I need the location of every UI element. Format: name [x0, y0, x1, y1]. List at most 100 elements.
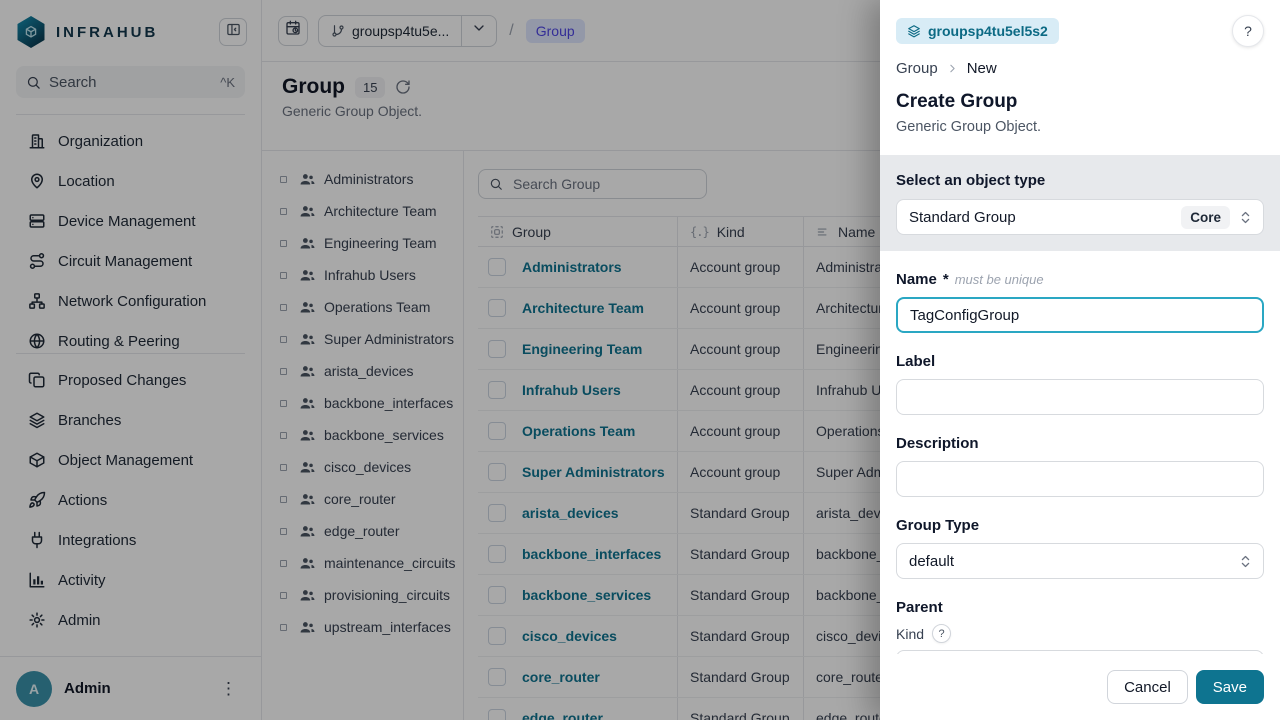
row-checkbox[interactable]: [488, 258, 506, 276]
group-tree-item[interactable]: Administrators: [280, 163, 457, 195]
search-group-input[interactable]: [511, 175, 696, 193]
sidebar-item-branches[interactable]: Branches: [12, 400, 249, 440]
table-header-row: Group {.} Kind Name: [478, 216, 1280, 247]
chevron-right-icon: [946, 62, 959, 75]
kind-cell: Account group: [678, 411, 804, 451]
row-checkbox[interactable]: [488, 709, 506, 720]
kind-help-icon[interactable]: ?: [932, 624, 952, 643]
group-tree-item[interactable]: Engineering Team: [280, 227, 457, 259]
row-checkbox[interactable]: [488, 299, 506, 317]
bar-chart-icon: [28, 571, 46, 589]
field-parent: Parent Kind ?: [896, 599, 1264, 654]
sidebar-search[interactable]: Search ^K: [16, 66, 245, 98]
group-tree-item[interactable]: backbone_interfaces: [280, 387, 457, 419]
row-checkbox[interactable]: [488, 545, 506, 563]
kind-cell: Standard Group: [678, 698, 804, 720]
tree-bullet: [280, 463, 287, 471]
tree-bullet: [280, 623, 287, 631]
users-icon: [299, 619, 316, 636]
description-input[interactable]: [896, 461, 1264, 497]
topbar: groupsp4tu5e... / Group: [262, 0, 1280, 62]
group-tree-item[interactable]: Architecture Team: [280, 195, 457, 227]
cancel-button[interactable]: Cancel: [1107, 670, 1188, 704]
drawer-title: Create Group: [896, 91, 1018, 112]
crumb-parent[interactable]: Group: [896, 60, 938, 77]
table-search: [478, 169, 707, 199]
row-checkbox[interactable]: [488, 463, 506, 481]
group-tree-item[interactable]: Super Administrators: [280, 323, 457, 355]
group-tree-item[interactable]: Operations Team: [280, 291, 457, 323]
column-header-name[interactable]: Name: [838, 223, 876, 240]
collapse-sidebar-button[interactable]: [219, 18, 247, 46]
sidebar-item-proposed-changes[interactable]: Proposed Changes: [12, 360, 249, 400]
kind-cell: Account group: [678, 329, 804, 369]
sidebar-item-location[interactable]: Location: [12, 161, 249, 201]
users-icon: [299, 459, 316, 476]
sidebar-item-circuit-management[interactable]: Circuit Management: [12, 241, 249, 281]
branch-badge[interactable]: groupsp4tu5el5s2: [896, 18, 1059, 44]
sidebar-item-routing-peering[interactable]: Routing & Peering: [12, 321, 249, 351]
row-checkbox[interactable]: [488, 340, 506, 358]
group-type-select[interactable]: default: [896, 543, 1264, 579]
sidebar-item-network-configuration[interactable]: Network Configuration: [12, 281, 249, 321]
group-tree-item[interactable]: Infrahub Users: [280, 259, 457, 291]
sidebar-item-object-management[interactable]: Object Management: [12, 440, 249, 480]
group-tree-item[interactable]: arista_devices: [280, 355, 457, 387]
row-checkbox[interactable]: [488, 422, 506, 440]
group-type-label: Group Type: [896, 517, 980, 534]
group-type-value: default: [909, 552, 955, 570]
name-input[interactable]: [896, 297, 1264, 333]
column-header-group[interactable]: Group: [512, 223, 551, 240]
refresh-icon[interactable]: [395, 79, 411, 95]
table-row: Administrators Account group Administrat…: [478, 247, 1280, 288]
branch-selector[interactable]: groupsp4tu5e...: [318, 14, 498, 47]
sidebar-item-organization[interactable]: Organization: [12, 121, 249, 161]
sidebar-item-device-management[interactable]: Device Management: [12, 201, 249, 241]
users-icon: [299, 587, 316, 604]
group-tree-item[interactable]: provisioning_circuits: [280, 579, 457, 611]
row-checkbox[interactable]: [488, 668, 506, 686]
group-tree-item[interactable]: core_router: [280, 483, 457, 515]
table-row: backbone_services Standard Group backbon…: [478, 575, 1280, 616]
users-icon: [299, 491, 316, 508]
row-checkbox[interactable]: [488, 627, 506, 645]
kind-cell: Account group: [678, 452, 804, 492]
table-row: core_router Standard Group core_router: [478, 657, 1280, 698]
sidebar-item-integrations[interactable]: Integrations: [12, 520, 249, 560]
breadcrumb-object-badge[interactable]: Group: [525, 18, 585, 43]
group-tree-item[interactable]: upstream_interfaces: [280, 611, 457, 643]
group-column-icon: [490, 225, 504, 239]
rocket-icon: [28, 491, 46, 509]
sidebar-item-activity[interactable]: Activity: [12, 560, 249, 600]
row-checkbox[interactable]: [488, 381, 506, 399]
required-asterisk: *: [942, 271, 949, 288]
table-row: arista_devices Standard Group arista_dev…: [478, 493, 1280, 534]
row-checkbox[interactable]: [488, 586, 506, 604]
group-tree-item[interactable]: backbone_services: [280, 419, 457, 451]
avatar[interactable]: A: [16, 670, 52, 707]
globe-icon: [28, 332, 46, 350]
object-type-select[interactable]: Standard Group Core: [896, 199, 1264, 235]
sidebar-item-admin[interactable]: Admin: [12, 600, 249, 640]
label-input[interactable]: [896, 379, 1264, 415]
users-icon: [299, 331, 316, 348]
drawer-header: groupsp4tu5el5s2 ? Group New Create Grou…: [880, 0, 1280, 155]
search-icon: [26, 75, 41, 90]
chevrons-up-down-icon: [1238, 210, 1253, 225]
group-tree-item[interactable]: maintenance_circuits: [280, 547, 457, 579]
row-checkbox[interactable]: [488, 504, 506, 522]
time-travel-button[interactable]: [278, 15, 308, 46]
group-tree-item[interactable]: cisco_devices: [280, 451, 457, 483]
user-menu-kebab-icon[interactable]: ⋮: [220, 679, 237, 698]
column-header-kind[interactable]: Kind: [716, 223, 745, 240]
users-icon: [299, 235, 316, 252]
save-button[interactable]: Save: [1195, 670, 1264, 704]
sidebar-item-actions[interactable]: Actions: [12, 480, 249, 520]
branch-dropdown-toggle[interactable]: [462, 20, 496, 41]
name-label: Name: [896, 271, 937, 288]
search-icon: [489, 177, 503, 191]
calendar-clock-icon: [285, 20, 301, 41]
group-tree-item[interactable]: edge_router: [280, 515, 457, 547]
table-row: cisco_devices Standard Group cisco_devic…: [478, 616, 1280, 657]
help-button[interactable]: ?: [1232, 15, 1264, 47]
